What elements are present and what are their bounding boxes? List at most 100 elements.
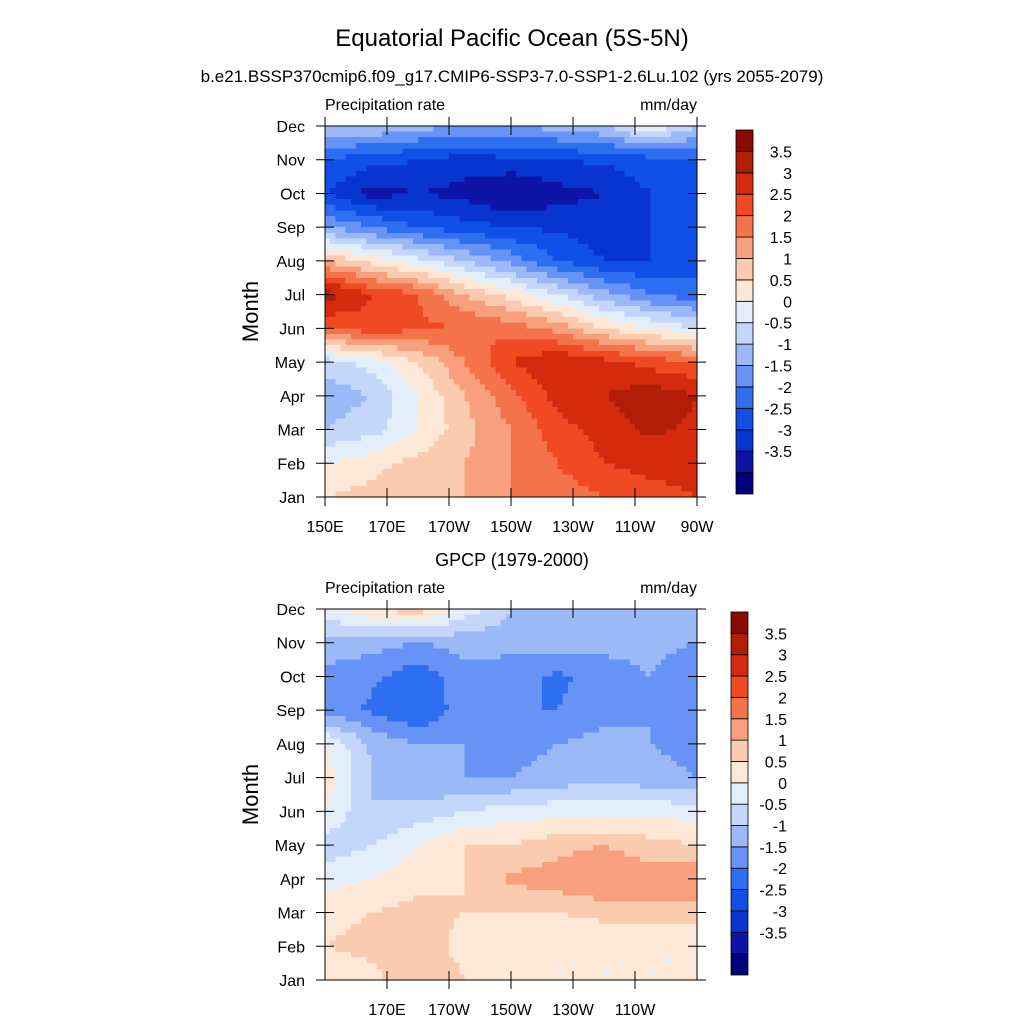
contour-cell [578, 440, 584, 448]
contour-cell [511, 182, 517, 189]
contour-cell [356, 244, 362, 251]
contour-cell [691, 373, 698, 380]
contour-cell [340, 165, 347, 172]
contour-cell [640, 429, 646, 436]
contour-cell [666, 362, 672, 369]
contour-cell [330, 412, 336, 419]
contour-cell [371, 131, 378, 138]
contour-cell [511, 283, 517, 290]
contour-cell [366, 609, 373, 616]
contour-cell [691, 333, 698, 341]
contour-cell [588, 238, 595, 245]
contour-cell [567, 378, 574, 386]
contour-cell [423, 418, 429, 425]
contour-cell [567, 322, 574, 329]
contour-cell [371, 277, 378, 284]
contour-cell [361, 227, 367, 234]
contour-cell [474, 170, 481, 178]
contour-cell [505, 429, 512, 436]
contour-cell [650, 283, 657, 290]
contour-cell [495, 210, 502, 217]
contour-cell [407, 283, 414, 290]
contour-cell [511, 311, 517, 318]
contour-cell [598, 378, 605, 386]
contour-cell [547, 350, 553, 358]
contour-cell [356, 165, 362, 172]
contour-cell [686, 126, 693, 133]
contour-cell [366, 367, 373, 374]
contour-cell [598, 199, 605, 206]
contour-cell [464, 333, 471, 341]
contour-cell [593, 362, 600, 369]
contour-cell [567, 176, 574, 183]
contour-cell [376, 457, 383, 464]
contour-cell [516, 423, 522, 431]
contour-cell [418, 277, 424, 284]
contour-cell [526, 491, 533, 498]
contour-cell [454, 305, 460, 313]
contour-cell [407, 350, 414, 358]
contour-cell [407, 395, 414, 403]
contour-cell [381, 232, 388, 240]
contour-cell [350, 373, 357, 380]
contour-cell [340, 378, 347, 386]
contour-cell [609, 468, 615, 476]
contour-cell [681, 187, 688, 195]
contour-cell [480, 199, 486, 206]
contour-cell [397, 193, 404, 200]
contour-cell [676, 159, 683, 166]
contour-cell [474, 339, 481, 346]
contour-cell [583, 339, 590, 346]
contour-cell [645, 333, 652, 341]
contour-cell [521, 463, 528, 470]
contour-cell [655, 294, 662, 301]
contour-cell [542, 339, 548, 346]
contour-cell [536, 317, 543, 324]
contour-cell [438, 350, 445, 358]
contour-cell [640, 457, 646, 464]
contour-cell [531, 468, 538, 476]
contour-cell [371, 373, 378, 380]
contour-cell [666, 311, 672, 318]
contour-cell [428, 305, 435, 313]
contour-cell [459, 373, 466, 380]
contour-cell [531, 232, 538, 240]
contour-cell [459, 322, 466, 329]
contour-cell [593, 294, 600, 301]
contour-cell [531, 614, 538, 621]
contour-cell [573, 182, 579, 189]
contour-cell [345, 412, 352, 419]
contour-cell [485, 412, 491, 419]
contour-cell [350, 345, 357, 352]
contour-cell [474, 609, 481, 616]
contour-cell [423, 457, 429, 464]
contour-cell [412, 474, 419, 481]
contour-cell [619, 255, 626, 262]
contour-cell [325, 485, 331, 492]
contour-cell [578, 176, 584, 183]
contour-cell [330, 193, 336, 200]
contour-cell [619, 142, 626, 150]
contour-cell [443, 395, 450, 403]
contour-cell [624, 215, 631, 223]
contour-cell [640, 176, 646, 183]
contour-cell [635, 182, 641, 189]
contour-cell [454, 491, 460, 498]
contour-cell [376, 423, 383, 431]
contour-cell [407, 440, 414, 448]
contour-cell [593, 221, 600, 228]
contour-cell [511, 350, 517, 358]
contour-cell [573, 468, 579, 476]
contour-cell [547, 232, 553, 240]
contour-cell [371, 215, 378, 223]
contour-cell [412, 283, 419, 290]
contour-cell [469, 260, 476, 268]
contour-cell [614, 137, 621, 144]
contour-cell [578, 609, 584, 616]
contour-cell [469, 350, 476, 358]
contour-cell [366, 142, 373, 150]
contour-cell [480, 423, 486, 431]
contour-cell [655, 311, 662, 318]
contour-cell [604, 300, 610, 307]
contour-cell [640, 283, 646, 290]
